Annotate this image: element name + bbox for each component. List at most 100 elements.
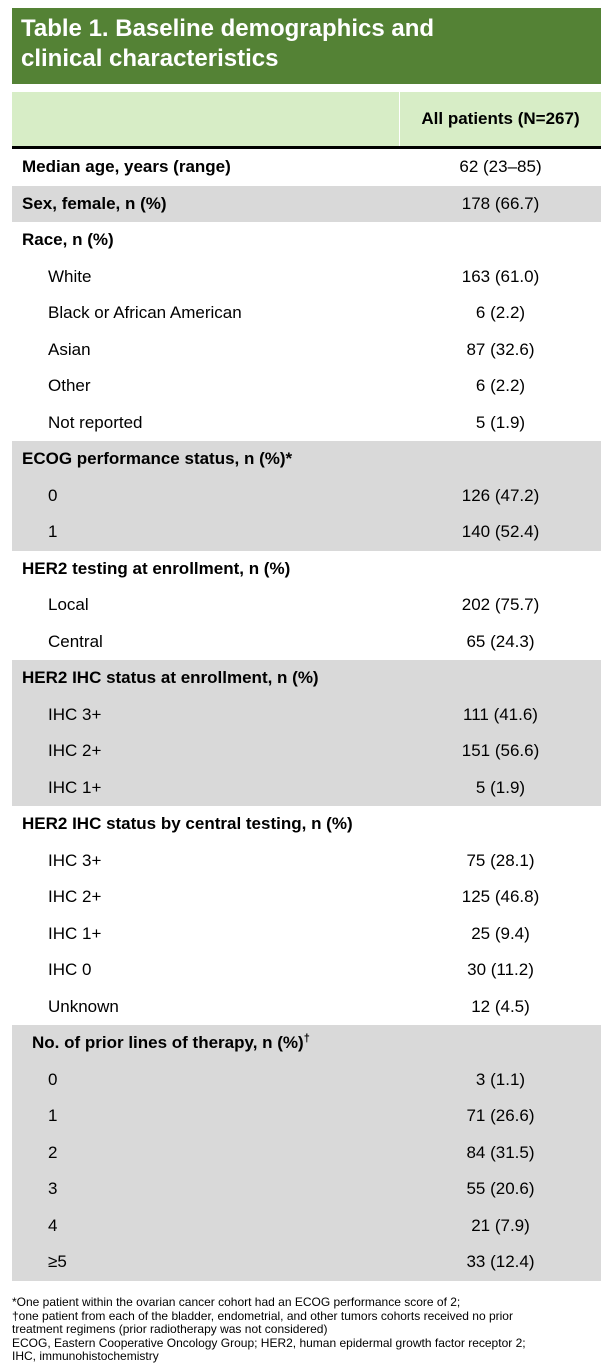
table-row: 0 126 (47.2) xyxy=(12,477,601,514)
table-body: Median age, years (range) 62 (23–85) Sex, … xyxy=(12,149,601,1281)
section-label: Median age, years (range) xyxy=(22,149,231,186)
row-label: 0 xyxy=(48,485,58,505)
section-label-text: Sex, female, n (%) xyxy=(22,193,167,213)
footnote-line: IHC, immunohistochemistry xyxy=(12,1349,159,1363)
row-label: IHC 1+ xyxy=(48,777,102,797)
row-label: IHC 2+ xyxy=(48,741,102,760)
table-row: ≥5 33 (12.4) xyxy=(12,1244,601,1281)
row-label: 1 xyxy=(48,522,58,541)
row-value: 21 (7.9) xyxy=(471,1215,530,1235)
row-value: 25 (9.4) xyxy=(471,923,530,943)
section-label-footnote-mark: † xyxy=(303,1032,310,1045)
section-value: 62 (23–85) xyxy=(459,157,542,176)
table-row: Not reported 5 (1.9) xyxy=(12,405,601,442)
row-value: 6 (2.2) xyxy=(475,303,526,322)
table-row: IHC 1+ 25 (9.4) xyxy=(12,916,601,953)
row-value: 140 (52.4) xyxy=(461,522,540,541)
row-label: Black or African American xyxy=(48,303,242,322)
section-label-text: Median age, years (range) xyxy=(22,157,231,176)
table-row: Unknown 12 (4.5) xyxy=(12,989,601,1026)
header-divider xyxy=(399,92,400,146)
row-label: IHC 1+ xyxy=(48,923,102,943)
table-row: Central 65 (24.3) xyxy=(12,624,601,661)
row-label: Not reported xyxy=(48,412,143,432)
section-heading-row: No. of prior lines of therapy, n (%)† xyxy=(12,1025,601,1062)
title-line-2: clinical characteristics xyxy=(21,45,279,72)
row-label: IHC 2+ xyxy=(48,887,102,906)
row-value: 111 (41.6) xyxy=(463,704,538,724)
row-value: 87 (32.6) xyxy=(466,339,535,359)
row-value: 84 (31.5) xyxy=(466,1142,535,1162)
table-row: IHC 3+ 111 (41.6) xyxy=(12,696,601,733)
row-label: Asian xyxy=(48,339,91,359)
row-label: 0 xyxy=(48,1069,58,1089)
section-label: ECOG performance status, n (%)* xyxy=(22,441,292,478)
row-value: 33 (12.4) xyxy=(466,1252,535,1271)
table-row: White 163 (61.0) xyxy=(12,259,601,296)
table-row: 0 3 (1.1) xyxy=(12,1061,601,1098)
table-row: Other 6 (2.2) xyxy=(12,368,601,405)
section-label: Sex, female, n (%) xyxy=(22,186,167,223)
section-label: HER2 IHC status at enrollment, n (%) xyxy=(22,660,319,697)
section-heading-row: HER2 IHC status at enrollment, n (%) xyxy=(12,660,601,697)
section-heading-row: Median age, years (range) 62 (23–85) xyxy=(12,149,601,186)
table-row: Local 202 (75.7) xyxy=(12,587,601,624)
row-value: 5 (1.9) xyxy=(475,412,526,432)
table-row: IHC 2+ 125 (46.8) xyxy=(12,879,601,916)
table-row: 2 84 (31.5) xyxy=(12,1134,601,1171)
table-row: 3 55 (20.6) xyxy=(12,1171,601,1208)
section-label-text: HER2 testing at enrollment, n (%) xyxy=(22,558,291,578)
row-value: 71 (26.6) xyxy=(466,1106,535,1125)
row-label: White xyxy=(48,266,92,286)
row-label: Local xyxy=(48,595,89,614)
row-label: IHC 3+ xyxy=(48,850,102,870)
row-value: 5 (1.9) xyxy=(475,777,526,797)
section-heading-row: HER2 testing at enrollment, n (%) xyxy=(12,551,601,588)
table-header: All patients (N=267) xyxy=(12,92,601,146)
table-row: 1 140 (52.4) xyxy=(12,514,601,551)
row-value: 126 (47.2) xyxy=(461,485,540,505)
section-label-text: ECOG performance status, n (%)* xyxy=(22,449,293,468)
row-label: 3 xyxy=(48,1179,58,1198)
row-label: 2 xyxy=(48,1142,58,1162)
section-label: HER2 testing at enrollment, n (%) xyxy=(22,551,290,588)
table-row: Asian 87 (32.6) xyxy=(12,332,601,369)
footnote-line: ECOG, Eastern Cooperative Oncology Group… xyxy=(12,1335,526,1350)
footnotes: *One patient within the ovarian cancer c… xyxy=(12,1295,601,1364)
section-heading-row: HER2 IHC status by central testing, n (%… xyxy=(12,806,601,843)
row-value: 55 (20.6) xyxy=(466,1179,535,1198)
footnote-line: *One patient within the ovarian cancer c… xyxy=(12,1295,461,1309)
section-label: Race, n (%) xyxy=(22,222,114,259)
row-label: 1 xyxy=(48,1106,58,1125)
section-value: 178 (66.7) xyxy=(461,193,540,213)
row-value: 151 (56.6) xyxy=(461,741,540,760)
row-value: 12 (4.5) xyxy=(471,996,530,1016)
row-value: 30 (11.2) xyxy=(467,960,534,979)
footnote-line: †one patient from each of the bladder, e… xyxy=(12,1308,513,1323)
table-row: IHC 3+ 75 (28.1) xyxy=(12,843,601,880)
header-all-patients: All patients (N=267) xyxy=(421,109,580,128)
table-row: Black or African American 6 (2.2) xyxy=(12,295,601,332)
table-row: 1 71 (26.6) xyxy=(12,1098,601,1135)
section-heading-row: Race, n (%) xyxy=(12,222,601,259)
row-label: 4 xyxy=(48,1215,58,1235)
table-title: Table 1. Baseline demographics and clini… xyxy=(12,8,601,84)
row-value: 6 (2.2) xyxy=(475,376,526,395)
row-label: Other xyxy=(48,376,91,395)
section-label: No. of prior lines of therapy, n (%)† xyxy=(32,1025,310,1062)
table-row: 4 21 (7.9) xyxy=(12,1207,601,1244)
section-label-text: HER2 IHC status by central testing, n (%… xyxy=(22,814,353,833)
row-label: Central xyxy=(48,631,103,651)
section-label-text: HER2 IHC status at enrollment, n (%) xyxy=(22,668,319,687)
section-label: HER2 IHC status by central testing, n (%… xyxy=(22,806,353,843)
demographics-table: All patients (N=267) Median age, years (… xyxy=(12,92,601,1281)
table-row: IHC 2+ 151 (56.6) xyxy=(12,733,601,770)
row-label: IHC 3+ xyxy=(48,704,102,724)
row-value: 3 (1.1) xyxy=(475,1069,526,1089)
row-value: 202 (75.7) xyxy=(461,595,540,614)
section-label-text: Race, n (%) xyxy=(22,230,114,249)
row-value: 125 (46.8) xyxy=(461,887,540,906)
row-label: Unknown xyxy=(48,996,119,1016)
row-label: ≥5 xyxy=(48,1252,67,1271)
section-label-text: No. of prior lines of therapy, n (%) xyxy=(32,1033,304,1052)
